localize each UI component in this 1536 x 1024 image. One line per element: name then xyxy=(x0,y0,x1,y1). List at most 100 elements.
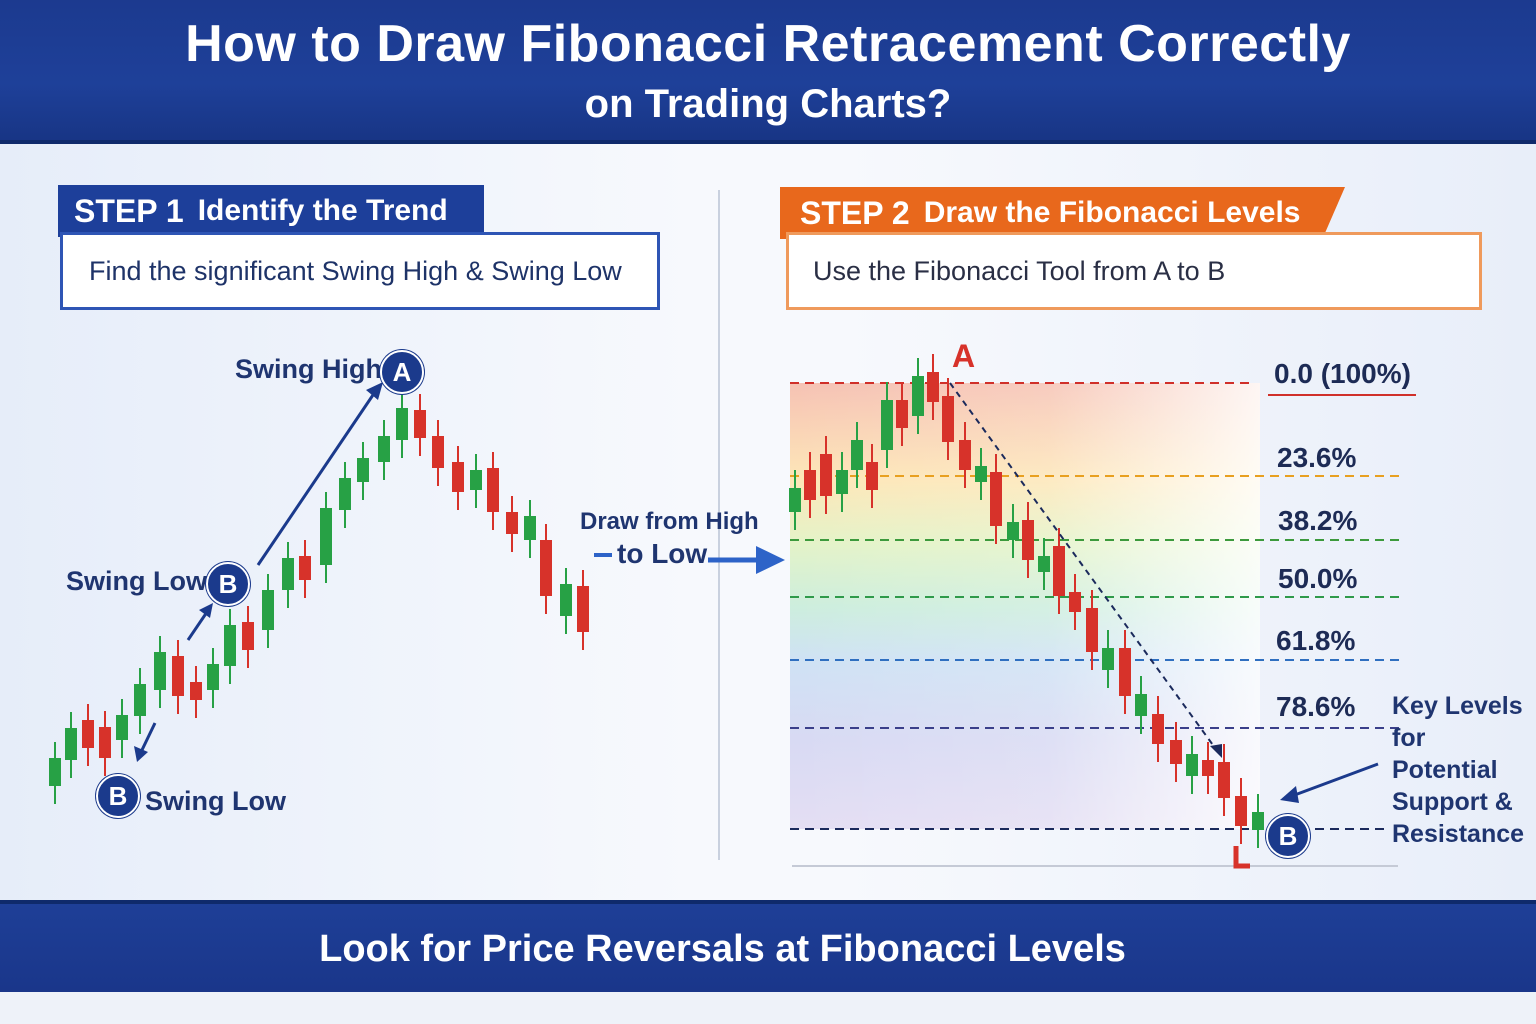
key-levels-arrow xyxy=(1291,762,1379,798)
candle-body xyxy=(975,466,987,482)
candle-body xyxy=(836,470,848,494)
fib-level-786: 78.6% xyxy=(1276,691,1356,722)
candle-body xyxy=(881,400,893,450)
key-levels-line1: Key Levels xyxy=(1392,692,1523,720)
arrow-to-swing-high xyxy=(256,391,377,566)
arrow-to-swing-low-upper xyxy=(186,611,209,641)
candle-body xyxy=(959,440,971,470)
key-levels-line4: Resistance xyxy=(1392,820,1525,848)
candle-body xyxy=(414,410,426,438)
candle-body xyxy=(1135,694,1147,716)
bottom-strip xyxy=(0,992,1536,1024)
candle-body xyxy=(1202,760,1214,776)
step1-tab: STEP 1 Identify the Trend xyxy=(58,185,484,237)
candle-body xyxy=(154,652,166,690)
step1-description-box: Find the significant Swing High & Swing … xyxy=(60,232,660,310)
arrow-to-swing-low-lower xyxy=(140,722,157,751)
swing-low-label-lower: Swing Low xyxy=(145,786,286,816)
step2-description-box: Use the Fibonacci Tool from A to B xyxy=(786,232,1482,310)
candle-body xyxy=(577,586,589,632)
candle-body xyxy=(190,682,202,700)
draw-direction-arrow xyxy=(594,546,785,574)
swing-low-marker xyxy=(1233,846,1250,869)
candle-body xyxy=(207,664,219,690)
candle-body xyxy=(560,584,572,616)
swing-high-label: Swing High xyxy=(235,354,382,384)
candle-body xyxy=(282,558,294,590)
candle-body xyxy=(116,715,128,740)
draw-direction-label-line1: Draw from High xyxy=(580,508,759,535)
candle-body xyxy=(912,376,924,416)
candle-body xyxy=(927,372,939,402)
footer-banner: Look for Price Reversals at Fibonacci Le… xyxy=(0,900,1536,996)
candle-body xyxy=(432,436,444,468)
candle-body xyxy=(1235,796,1247,826)
candle-body xyxy=(224,625,236,666)
candle-body xyxy=(339,478,351,510)
step1-number: STEP 1 xyxy=(74,192,184,229)
step2-tab: STEP 2 Draw the Fibonacci Levels xyxy=(780,187,1345,239)
key-levels-line3: Support & xyxy=(1392,788,1513,816)
candle-body xyxy=(1038,556,1050,572)
page-title: How to Draw Fibonacci Retracement Correc… xyxy=(185,15,1351,73)
candle-body xyxy=(990,472,1002,526)
point-b-badge-upper: B xyxy=(206,562,250,606)
footer-text: Look for Price Reversals at Fibonacci Le… xyxy=(319,928,1126,970)
candle-body xyxy=(320,508,332,565)
candle-body xyxy=(172,656,184,696)
key-levels-note: Key Levels for Potential Support & Resis… xyxy=(1392,690,1536,850)
header-banner: How to Draw Fibonacci Retracement Correc… xyxy=(0,0,1536,144)
candle-body xyxy=(470,470,482,490)
candle-body xyxy=(896,400,908,428)
arrow-head-high xyxy=(366,382,383,400)
candle-body xyxy=(396,408,408,440)
candle-body xyxy=(1252,812,1264,830)
candle-body xyxy=(262,590,274,630)
page-subtitle: on Trading Charts? xyxy=(584,82,952,126)
candle-body xyxy=(1119,648,1131,696)
step2-description: Use the Fibonacci Tool from A to B xyxy=(813,255,1226,286)
draw-direction-label-line2: to Low xyxy=(617,538,708,569)
candle-body xyxy=(357,458,369,482)
candle-body xyxy=(1218,762,1230,798)
panel-divider xyxy=(718,190,720,860)
fib-point-b-badge: B xyxy=(1266,814,1310,858)
candle-body xyxy=(540,540,552,596)
point-a-badge: A xyxy=(380,350,424,394)
swing-arrows xyxy=(134,382,383,762)
step2-number: STEP 2 xyxy=(800,194,910,231)
key-levels-line2: for Potential xyxy=(1392,724,1498,784)
candle-body xyxy=(820,454,832,496)
step1-title: Identify the Trend xyxy=(197,194,448,227)
fib-level-618: 61.8% xyxy=(1276,625,1356,656)
candle-body xyxy=(1086,608,1098,652)
candle-body xyxy=(851,440,863,470)
point-b-badge-lower: B xyxy=(96,774,140,818)
candle-body xyxy=(49,758,61,786)
candle-body xyxy=(789,488,801,512)
candle-body xyxy=(1152,714,1164,744)
candle-body xyxy=(1186,754,1198,776)
candle-body xyxy=(1170,740,1182,764)
candle-body xyxy=(1053,546,1065,596)
uptrend-candlestick-chart xyxy=(49,382,589,804)
candle-body xyxy=(1022,520,1034,560)
candle-body xyxy=(134,684,146,716)
candle-body xyxy=(82,720,94,748)
fib-level-500: 50.0% xyxy=(1278,563,1358,594)
candle-body xyxy=(242,622,254,650)
candle-body xyxy=(866,462,878,490)
candle-body xyxy=(804,470,816,500)
candle-body xyxy=(1069,592,1081,612)
fib-level-382: 38.2% xyxy=(1278,505,1358,536)
candle-body xyxy=(1007,522,1019,540)
swing-low-label-upper: Swing Low xyxy=(66,566,207,596)
fib-level-0: 0.0 (100%) xyxy=(1274,358,1411,389)
candle-body xyxy=(452,462,464,492)
fib-level-236: 23.6% xyxy=(1277,442,1357,473)
candle-body xyxy=(65,728,77,760)
step2-title: Draw the Fibonacci Levels xyxy=(923,196,1301,229)
candle-body xyxy=(299,556,311,580)
candle-body xyxy=(1102,648,1114,670)
candle-body xyxy=(99,727,111,758)
